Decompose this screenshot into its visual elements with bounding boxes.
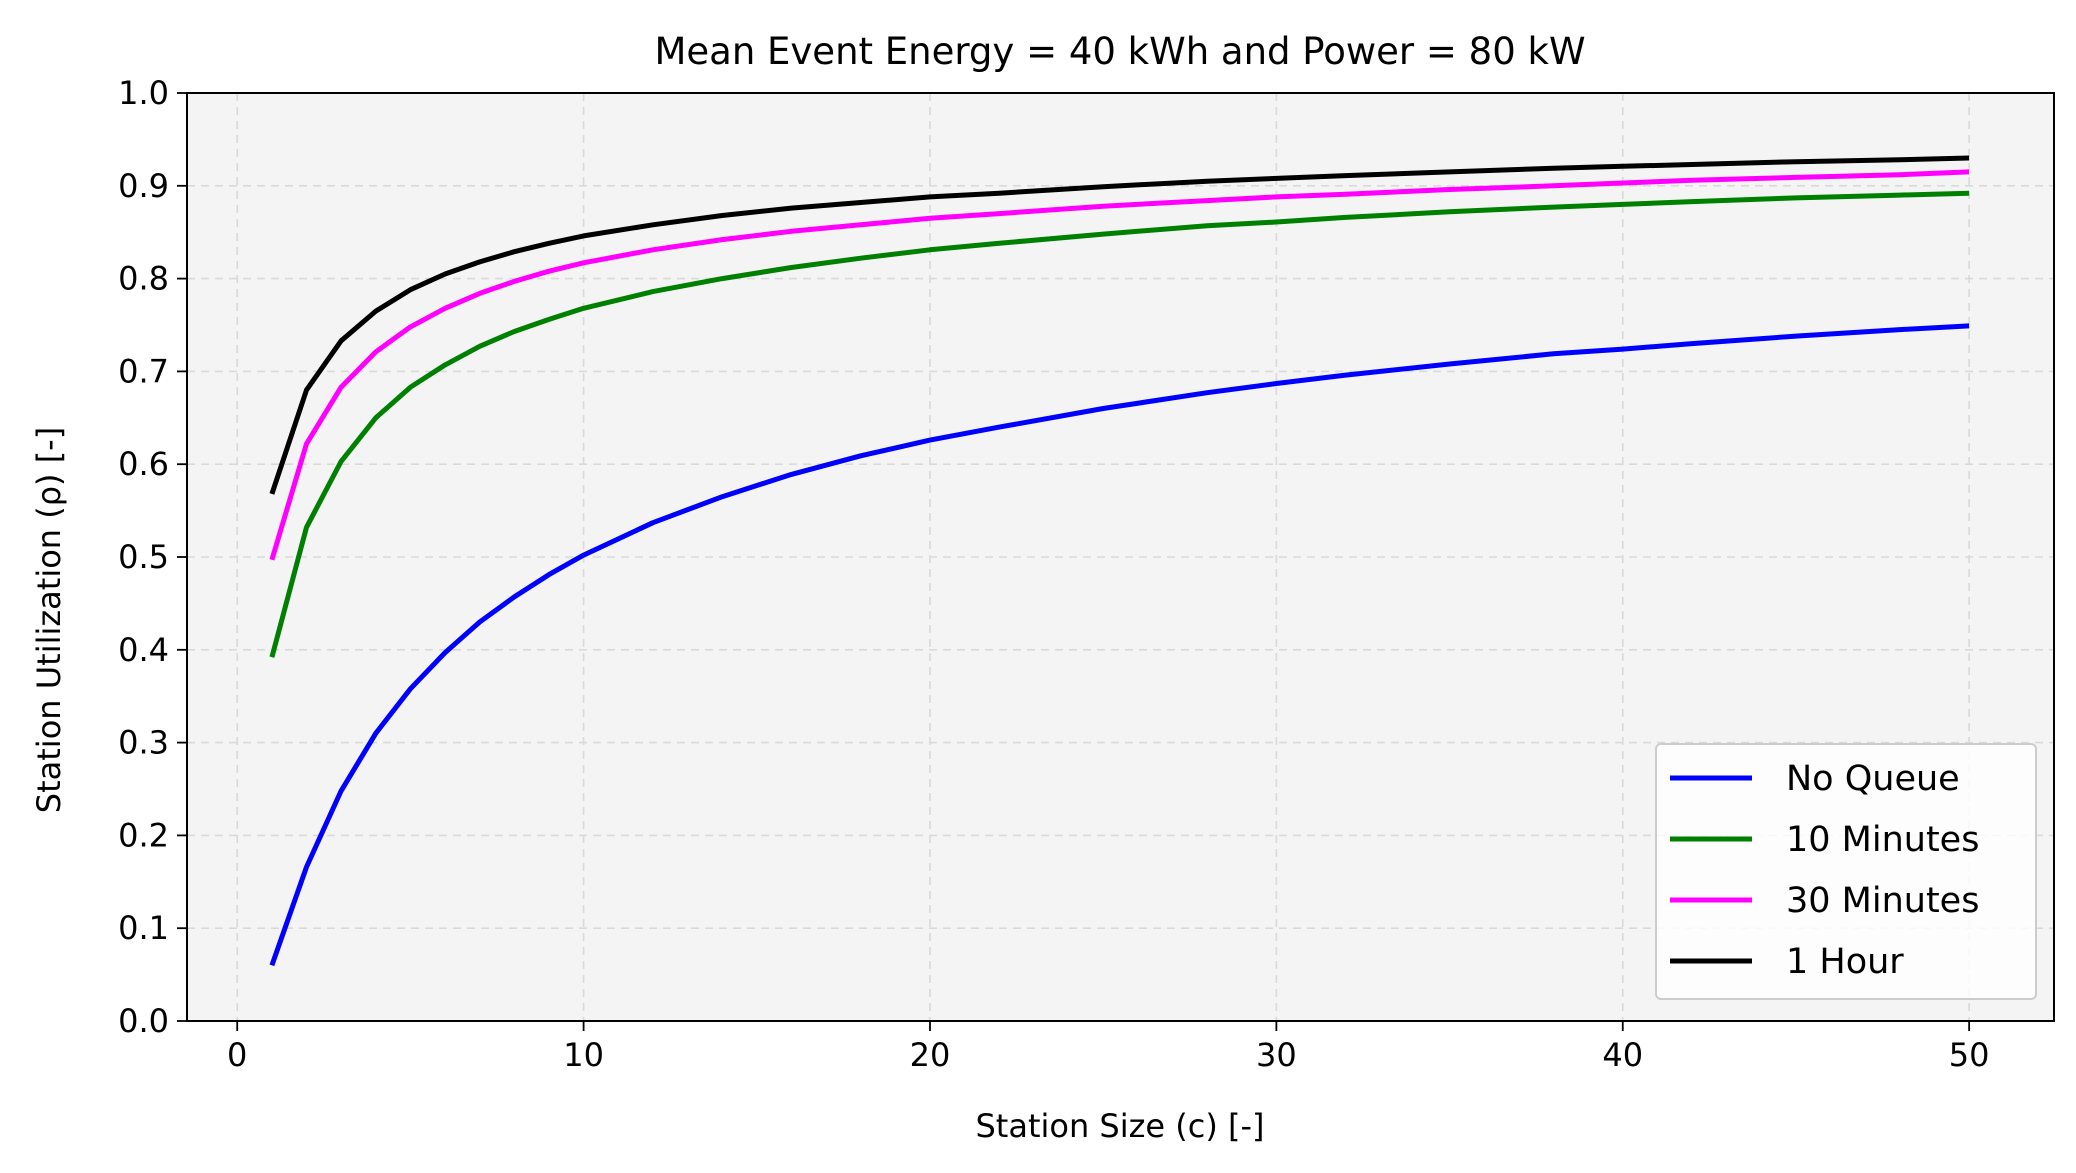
legend-item: 30 Minutes bbox=[1670, 881, 1979, 921]
x-tick-label: 30 bbox=[1256, 1036, 1297, 1074]
y-tick-label: 0.1 bbox=[118, 909, 169, 947]
y-axis-label: Station Utilization (ρ) [-] bbox=[30, 427, 68, 813]
series-lines bbox=[269, 155, 1970, 967]
y-tick-label: 0.4 bbox=[118, 631, 169, 669]
legend-item: 10 Minutes bbox=[1670, 820, 1979, 860]
series-line-30-minutes bbox=[269, 169, 1970, 561]
legend-item: 1 Hour bbox=[1670, 942, 1904, 982]
x-axis-label: Station Size (c) [-] bbox=[975, 1107, 1264, 1145]
y-tick-label: 1.0 bbox=[118, 74, 169, 112]
y-tick-label: 0.9 bbox=[118, 167, 169, 205]
y-tick-label: 0.8 bbox=[118, 260, 169, 298]
axis-ticks: 0 10 20 30 40 50 0.0 0.1 0.2 0.3 0.4 0.5 0.6 0.7 0.8 0.… bbox=[118, 74, 1989, 1074]
x-tick-label: 10 bbox=[563, 1036, 604, 1074]
legend-box bbox=[1655, 743, 2037, 1000]
legend-items: No Queue 10 Minutes 30 Minutes 1 Hour bbox=[1670, 759, 1979, 982]
series-line-1-hour bbox=[269, 155, 1970, 495]
y-tick-label: 0.0 bbox=[118, 1002, 169, 1040]
series-line-10-minutes bbox=[269, 190, 1970, 658]
legend: No Queue 10 Minutes 30 Minutes 1 Hour bbox=[1655, 743, 2037, 1000]
legend-label: 10 Minutes bbox=[1786, 820, 1979, 860]
legend-label: 30 Minutes bbox=[1786, 881, 1979, 921]
x-tick-label: 20 bbox=[910, 1036, 951, 1074]
y-tick-label: 0.6 bbox=[118, 445, 169, 483]
legend-label: 1 Hour bbox=[1786, 942, 1904, 982]
y-tick-label: 0.3 bbox=[118, 724, 169, 762]
chart-title: Mean Event Energy = 40 kWh and Power = 8… bbox=[654, 30, 1585, 73]
x-tick-label: 50 bbox=[1949, 1036, 1990, 1074]
legend-item: No Queue bbox=[1670, 759, 1960, 799]
legend-label: No Queue bbox=[1786, 759, 1960, 799]
y-tick-label: 0.7 bbox=[118, 352, 169, 390]
x-tick-label: 0 bbox=[227, 1036, 247, 1074]
y-tick-label: 0.5 bbox=[118, 538, 169, 576]
y-tick-label: 0.2 bbox=[118, 816, 169, 854]
series-line-no-queue bbox=[269, 323, 1970, 967]
x-tick-label: 40 bbox=[1602, 1036, 1643, 1074]
